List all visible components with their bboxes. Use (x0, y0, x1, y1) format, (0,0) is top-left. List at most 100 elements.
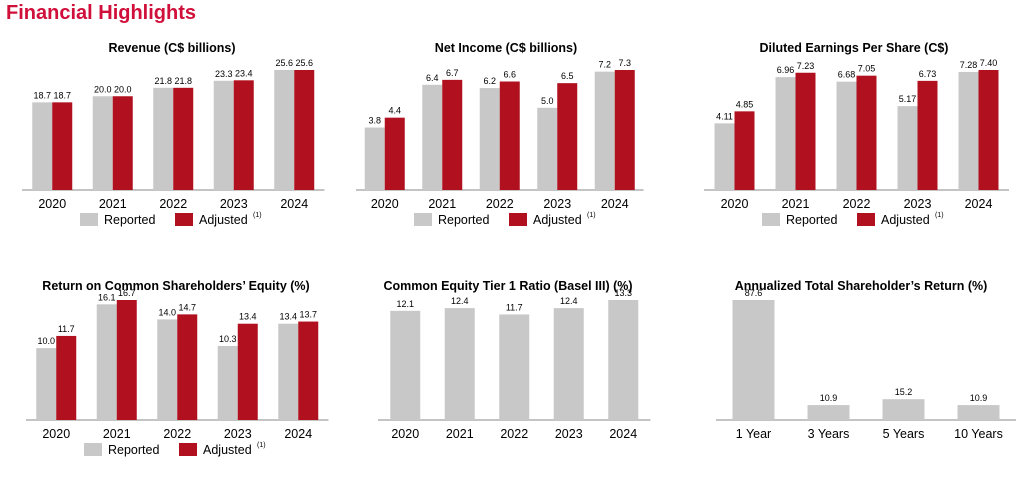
data-label: 5.0 (541, 96, 554, 106)
data-label: 3.8 (368, 116, 381, 126)
bar (836, 81, 857, 190)
data-label: 18.7 (33, 90, 51, 100)
legend-footnote: (1) (257, 442, 266, 449)
chart-3: Diluted Earnings Per Share (C$) 4.114.85 2… (704, 41, 1009, 227)
legend-label-adjusted: Adjusted (533, 213, 582, 227)
bar (237, 323, 258, 420)
data-label: 11.7 (506, 302, 523, 312)
tick-label: 2020 (721, 197, 749, 211)
chart-2: Net Income (C$ billions) 3.8 4.4 2020 6.4 6.7… (356, 41, 644, 227)
legend-label-reported: Reported (104, 213, 155, 227)
data-label: 12.4 (560, 296, 578, 306)
tick-label: 2021 (99, 197, 127, 211)
data-label: 13.3 (614, 288, 632, 298)
data-label: 7.23 (797, 61, 815, 71)
legend-label-reported: Reported (786, 213, 837, 227)
data-label: 10.0 (37, 336, 55, 346)
data-label: 23.3 (215, 69, 233, 79)
tick-label: 2022 (843, 197, 871, 211)
data-label: 11.7 (58, 324, 75, 334)
data-label: 87.6 (745, 288, 763, 298)
bar (553, 308, 584, 420)
tick-label: 2024 (609, 427, 637, 441)
bar (294, 70, 315, 190)
bar (173, 87, 194, 190)
chart-title: Revenue (C$ billions) (108, 41, 235, 55)
tick-label: 2021 (782, 197, 810, 211)
legend-swatch-reported (414, 213, 432, 226)
tick-label: 2022 (163, 427, 191, 441)
data-label: 6.73 (919, 69, 937, 79)
bar (390, 310, 421, 420)
bar (537, 107, 558, 190)
legend-footnote: (1) (935, 212, 944, 219)
data-label: 15.2 (895, 387, 913, 397)
bar (978, 70, 999, 190)
data-label: 6.96 (777, 65, 795, 75)
tick-label: 2022 (500, 427, 528, 441)
data-label: 13.4 (239, 312, 257, 322)
page-title: Financial Highlights (6, 2, 197, 24)
bar (177, 314, 198, 420)
data-label: 7.2 (598, 60, 611, 70)
legend-label-adjusted: Adjusted (203, 443, 252, 457)
tick-label: 2024 (965, 197, 993, 211)
data-label: 13.7 (299, 310, 317, 320)
bar (614, 70, 635, 190)
data-label: 5.17 (899, 94, 917, 104)
bar (32, 102, 53, 190)
tick-label: 2024 (601, 197, 629, 211)
data-label: 7.05 (858, 64, 876, 74)
data-label: 21.8 (154, 76, 172, 86)
data-label: 23.4 (235, 68, 253, 78)
chart-5: Common Equity Tier 1 Ratio (Basel III) (… (378, 279, 651, 441)
data-label: 20.0 (114, 84, 132, 94)
legend: Reported Adjusted (1) (80, 212, 262, 227)
data-label: 7.3 (618, 58, 631, 68)
bar (732, 300, 775, 420)
data-label: 25.6 (295, 58, 313, 68)
bar (734, 111, 755, 190)
legend-label-adjusted: Adjusted (199, 213, 248, 227)
data-label: 6.5 (561, 71, 574, 81)
data-label: 6.4 (426, 73, 439, 83)
data-label: 12.1 (396, 299, 414, 309)
bar (96, 304, 117, 420)
data-label: 4.11 (716, 111, 733, 121)
tick-label: 2024 (284, 427, 312, 441)
data-label: 4.85 (736, 99, 754, 109)
bar (957, 405, 1000, 420)
data-label: 7.28 (960, 60, 978, 70)
tick-label: 3 Years (808, 427, 850, 441)
data-label: 16.1 (98, 292, 116, 302)
chart-title: Annualized Total Shareholder’s Return (%… (735, 279, 988, 293)
data-label: 7.40 (980, 58, 998, 68)
bar (52, 102, 73, 190)
tick-label: 2022 (159, 197, 187, 211)
bar (217, 345, 238, 420)
tick-label: 2023 (220, 197, 248, 211)
legend-swatch-reported (84, 443, 102, 456)
tick-label: 2023 (555, 427, 583, 441)
data-label: 25.6 (275, 58, 293, 68)
data-label: 12.4 (451, 296, 469, 306)
tick-label: 2021 (428, 197, 456, 211)
legend-label-adjusted: Adjusted (881, 213, 930, 227)
bar (499, 314, 530, 420)
legend-swatch-reported (80, 213, 98, 226)
data-label: 10.9 (970, 393, 988, 403)
tick-label: 2020 (371, 197, 399, 211)
bar (384, 117, 405, 190)
bar (807, 405, 850, 420)
data-label: 10.9 (820, 393, 838, 403)
bar (714, 123, 735, 190)
data-label: 21.8 (174, 76, 192, 86)
tick-label: 5 Years (883, 427, 925, 441)
tick-label: 2024 (280, 197, 308, 211)
data-label: 10.3 (219, 334, 237, 344)
chart-title: Net Income (C$ billions) (435, 41, 577, 55)
data-label: 6.7 (446, 68, 459, 78)
tick-label: 2022 (486, 197, 514, 211)
bar (444, 308, 475, 420)
bar (274, 70, 295, 190)
